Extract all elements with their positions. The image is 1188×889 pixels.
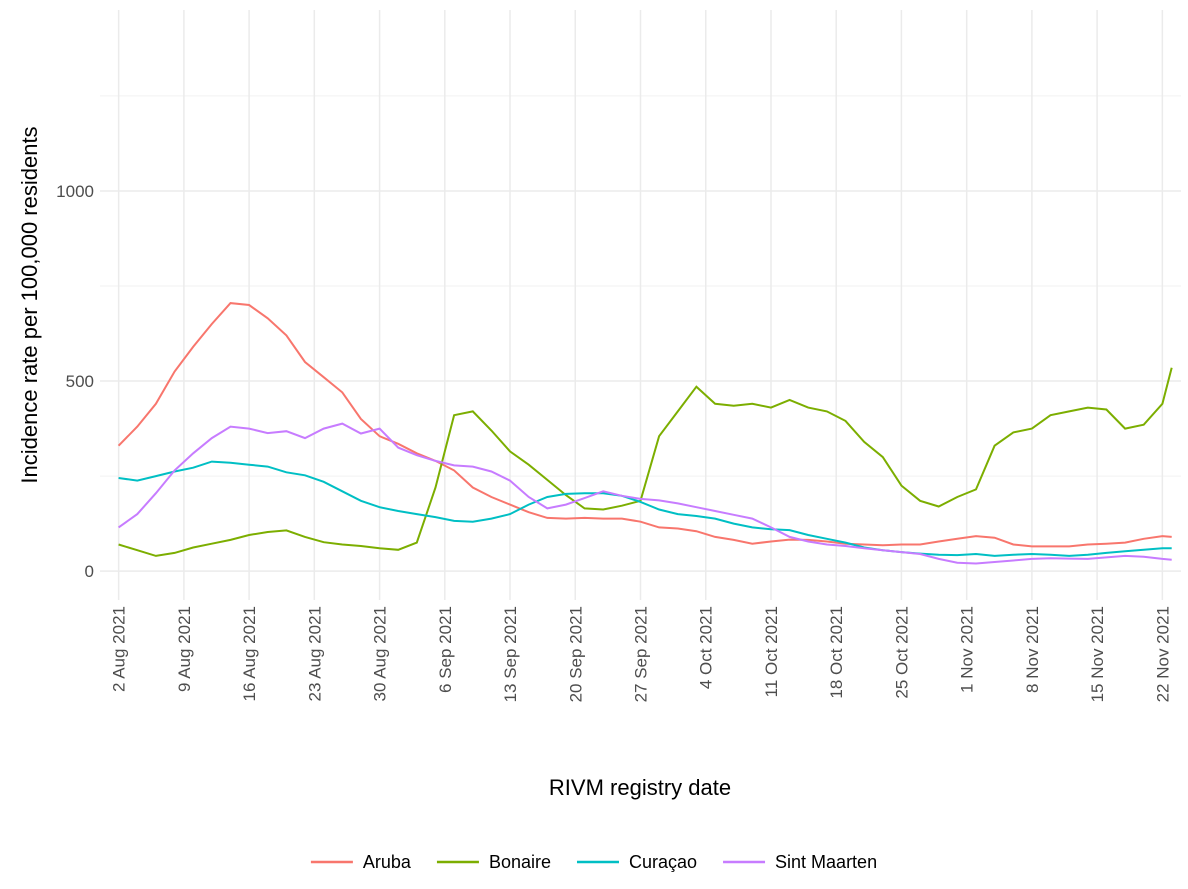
x-tick-label: 18 Oct 2021	[827, 606, 846, 699]
x-tick-label: 6 Sep 2021	[436, 606, 455, 693]
x-tick-label: 22 Nov 2021	[1153, 606, 1172, 702]
y-axis-title: Incidence rate per 100,000 residents	[17, 126, 42, 483]
x-tick-label: 13 Sep 2021	[501, 606, 520, 702]
legend-label: Curaçao	[629, 852, 697, 872]
legend-label: Aruba	[363, 852, 412, 872]
x-tick-label: 1 Nov 2021	[958, 606, 977, 693]
x-axis-title: RIVM registry date	[549, 775, 731, 800]
x-tick-label: 9 Aug 2021	[175, 606, 194, 692]
y-tick-label: 0	[85, 562, 94, 581]
x-tick-label: 11 Oct 2021	[762, 606, 781, 697]
x-tick-label: 8 Nov 2021	[1023, 606, 1042, 693]
y-tick-label: 1000	[56, 182, 94, 201]
x-tick-label: 4 Oct 2021	[697, 606, 716, 689]
x-tick-label: 23 Aug 2021	[305, 606, 324, 701]
x-tick-label: 30 Aug 2021	[371, 606, 390, 701]
legend-label: Bonaire	[489, 852, 551, 872]
y-tick-label: 500	[66, 372, 94, 391]
x-tick-label: 16 Aug 2021	[240, 606, 259, 701]
x-tick-label: 25 Oct 2021	[892, 606, 911, 699]
x-tick-label: 15 Nov 2021	[1088, 606, 1107, 702]
series-line	[117, 302, 1172, 548]
series-line	[118, 367, 1173, 557]
x-tick-label: 2 Aug 2021	[110, 606, 129, 692]
series-line	[118, 422, 1172, 565]
legend-label: Sint Maarten	[775, 852, 877, 872]
x-tick-label: 20 Sep 2021	[566, 606, 585, 702]
x-tick-label: 27 Sep 2021	[632, 606, 651, 702]
series-line	[118, 460, 1172, 557]
